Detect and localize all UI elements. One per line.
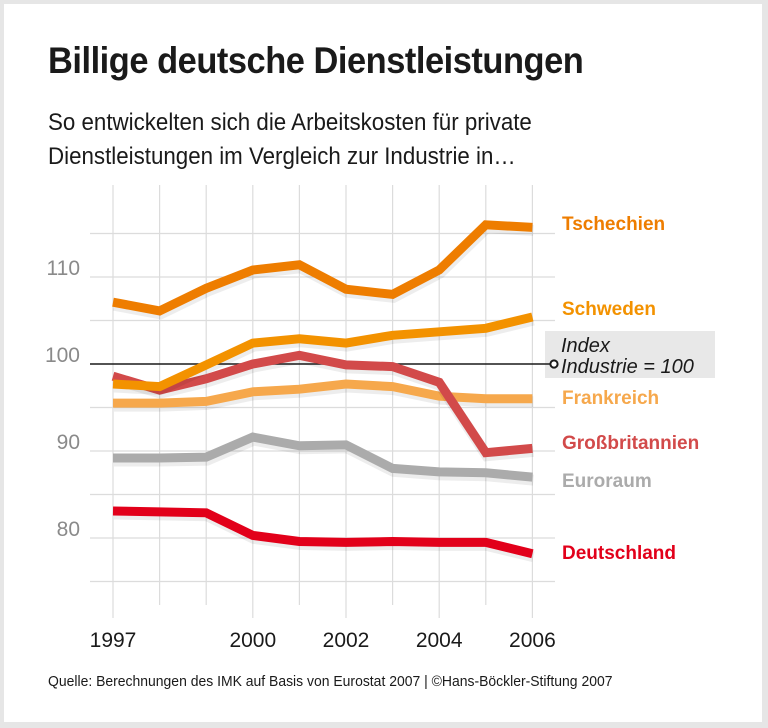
subtitle-line-1: So entwickelten sich die Arbeitskosten f… (48, 109, 532, 136)
series-line-grossbritannien (111, 350, 533, 458)
chart-subtitle: So entwickelten sich die Arbeitskosten f… (48, 106, 532, 174)
series-line-euroraum (113, 432, 533, 482)
x-tick-label: 2006 (509, 629, 556, 652)
y-tick-label: 110 (47, 257, 80, 280)
series-line-deutschland (112, 506, 534, 559)
series-labels: Tschechien Schweden Frankreich Großbritanni… (562, 214, 699, 564)
reference-note-line-2: Industrie = 100 (561, 356, 694, 378)
series-label-euroraum: Euroraum (562, 471, 652, 492)
chart-title: Billige deutsche Dienstleistungen (48, 40, 584, 81)
x-tick-label: 2000 (229, 629, 276, 652)
series-shadow-deutschland (113, 508, 535, 563)
reference-note-line-1: Index (561, 335, 611, 357)
series-label-grossbritannien: Großbritannien (562, 433, 699, 454)
reference-note-box (545, 331, 715, 378)
y-tick-label: 80 (57, 518, 80, 541)
series-line-schweden (112, 312, 534, 392)
series-label-tschechien: Tschechien (562, 214, 665, 235)
series-label-deutschland: Deutschland (562, 543, 676, 564)
y-axis-ticks: 110 100 90 80 (45, 257, 80, 541)
series-label-frankreich: Frankreich (562, 388, 659, 409)
series-line-tschechien (112, 220, 533, 316)
series-line-frankreich (113, 379, 533, 408)
x-tick-label: 1997 (90, 629, 137, 652)
x-tick-label: 2002 (323, 629, 370, 652)
subtitle-line-2: Dienstleistungen im Vergleich zur Indust… (48, 143, 516, 170)
reference-line-marker-icon (549, 359, 559, 369)
source-note: Quelle: Berechnungen des IMK auf Basis v… (48, 673, 613, 690)
x-axis-ticks: 1997 2000 2002 2004 2006 (90, 629, 556, 652)
x-tick-label: 2004 (416, 629, 463, 652)
y-tick-label: 90 (57, 431, 80, 454)
series-lines (111, 220, 535, 563)
y-tick-label: 100 (45, 344, 80, 367)
series-label-schweden: Schweden (562, 299, 656, 320)
